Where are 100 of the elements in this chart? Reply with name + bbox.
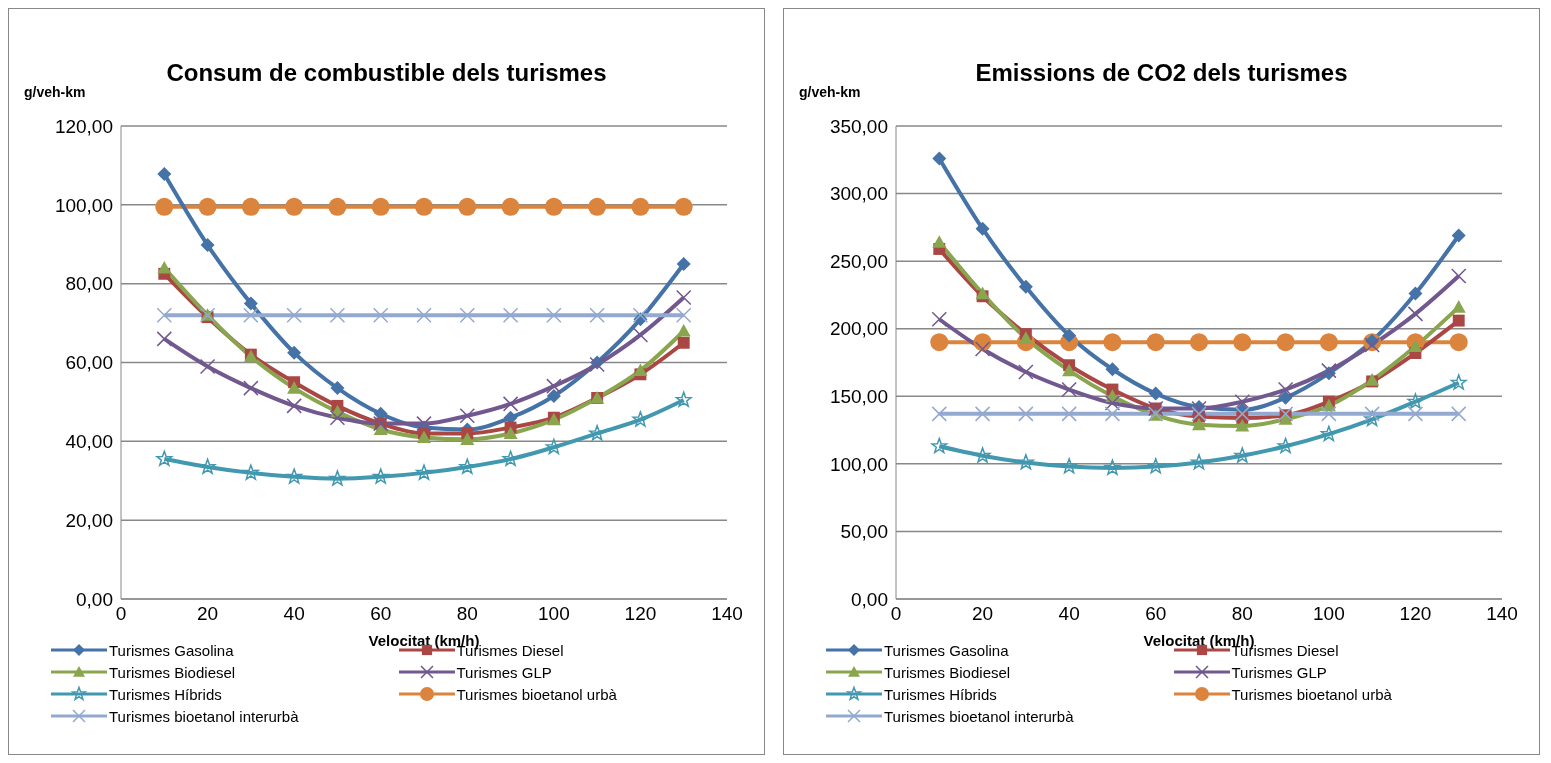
point (243, 307, 259, 323)
point (1364, 337, 1380, 353)
point (588, 197, 607, 216)
point (329, 470, 346, 486)
point (1148, 386, 1163, 401)
point (675, 307, 692, 323)
legend-label: Turismes bioetanol interurbà (109, 707, 299, 725)
point (544, 197, 563, 216)
point (156, 450, 173, 467)
point (330, 381, 345, 396)
point (675, 391, 692, 407)
point (1451, 228, 1466, 243)
y-axis-title: g/veh-km (24, 84, 86, 100)
point (931, 406, 948, 422)
point (372, 468, 389, 484)
point (1190, 454, 1208, 470)
point (287, 381, 302, 394)
point (1321, 362, 1337, 379)
point (328, 197, 347, 216)
point (501, 197, 520, 216)
point (975, 286, 990, 300)
x-tick-label: 60 (1145, 603, 1167, 625)
legend-label: Turismes Biodiesel (109, 663, 236, 681)
y-tick-label: 120,00 (54, 115, 113, 137)
point (459, 307, 476, 323)
point (416, 415, 432, 432)
point (285, 197, 304, 216)
point (1018, 279, 1033, 294)
point (155, 197, 174, 216)
point (1451, 300, 1466, 313)
x-tick-label: 0 (890, 603, 902, 625)
point (546, 389, 561, 403)
point (1018, 406, 1034, 422)
x-tick-label: 40 (1058, 603, 1080, 625)
legend-label: Turismes bioetanol interurbà (884, 707, 1074, 725)
point (1104, 395, 1121, 411)
legend-label: Turismes bioetanol urbà (456, 685, 617, 703)
point (930, 333, 949, 352)
point (589, 307, 605, 323)
x-tick-label: 60 (370, 603, 392, 625)
point (1018, 364, 1034, 380)
point (460, 432, 475, 445)
point (1234, 447, 1251, 463)
point (416, 307, 432, 323)
point (242, 464, 259, 480)
point (458, 197, 477, 216)
y-tick-label: 20,00 (65, 509, 113, 531)
x-tick-label: 20 (972, 603, 994, 625)
point (1319, 333, 1338, 352)
point (932, 235, 947, 248)
point (1452, 314, 1465, 327)
point (241, 197, 260, 216)
point (1105, 362, 1120, 377)
point (546, 378, 562, 394)
point (974, 406, 991, 422)
point (1061, 406, 1077, 422)
point (329, 409, 346, 426)
y-tick-label: 0,00 (76, 588, 113, 610)
x-tick-label: 0 (115, 603, 127, 625)
point (632, 307, 649, 323)
point (1104, 459, 1121, 475)
point (286, 398, 302, 414)
point (415, 197, 433, 216)
point (546, 307, 562, 323)
x-tick-label: 100 (538, 603, 570, 625)
legend-label: Turismes Gasolina (884, 641, 1009, 659)
point (157, 167, 172, 182)
x-tick-label: 20 (197, 603, 219, 625)
point (329, 307, 346, 323)
point (157, 260, 172, 274)
point (156, 307, 173, 323)
chart-title: Consum de combustible dels turismes (166, 59, 607, 86)
point (503, 426, 518, 440)
point (632, 327, 649, 343)
y-tick-label: 40,00 (65, 431, 113, 453)
point (1407, 393, 1424, 409)
legend-label: Turismes Híbrids (884, 685, 997, 703)
point (243, 380, 259, 396)
point (1062, 328, 1077, 343)
legend-label: Turismes GLP (1231, 663, 1327, 681)
point (1061, 458, 1078, 474)
point (1364, 406, 1380, 422)
legend-label: Turismes Gasolina (109, 641, 234, 659)
point (287, 345, 302, 360)
point (198, 197, 217, 216)
x-tick-label: 140 (1486, 603, 1518, 625)
point (1407, 406, 1424, 422)
point (1450, 406, 1467, 422)
point (975, 221, 990, 236)
point (675, 289, 692, 306)
y-tick-label: 250,00 (829, 250, 888, 272)
point (676, 323, 691, 337)
x-tick-label: 100 (1313, 603, 1345, 625)
x-tick-label: 120 (1399, 603, 1432, 625)
point (1103, 333, 1122, 352)
y-tick-label: 100,00 (829, 453, 888, 475)
point (1017, 454, 1034, 470)
point (676, 256, 691, 271)
point (1277, 437, 1294, 454)
point (1192, 417, 1206, 431)
